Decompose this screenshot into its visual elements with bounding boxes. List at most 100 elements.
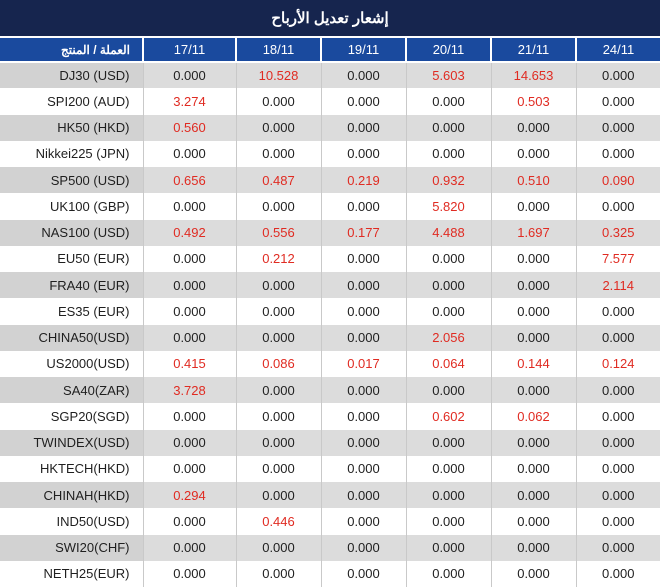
table-row: US2000(USD) 0.415 0.086 0.017 0.064 0.144 0.12… — [0, 350, 660, 377]
value-cell: 0.510 — [491, 167, 577, 194]
value-cell: 0.000 — [321, 508, 407, 535]
product-label: FRA40 (EUR) — [0, 272, 144, 299]
value-cell: 0.000 — [321, 403, 407, 430]
value-cell: 0.000 — [321, 88, 407, 115]
table-row: IND50(USD) 0.000 0.446 0.000 0.000 0.000 0.000 — [0, 508, 660, 535]
product-label: ES35 (EUR) — [0, 298, 144, 325]
value-cell: 0.000 — [143, 324, 237, 351]
value-cell: 0.000 — [406, 272, 492, 299]
value-cell: 0.219 — [321, 167, 407, 194]
table-row: CHINAH(HKD) 0.294 0.000 0.000 0.000 0.000 0.00… — [0, 482, 660, 509]
value-cell: 0.000 — [576, 508, 660, 535]
value-cell: 0.000 — [321, 324, 407, 351]
value-cell: 0.000 — [576, 298, 660, 325]
value-cell: 3.274 — [143, 88, 237, 115]
value-cell: 0.000 — [143, 140, 237, 167]
table-row: SA40(ZAR) 3.728 0.000 0.000 0.000 0.000 0.000 — [0, 377, 660, 404]
value-cell: 0.000 — [406, 88, 492, 115]
column-header-date: 24/11 — [575, 38, 660, 63]
value-cell: 0.000 — [491, 508, 577, 535]
value-cell: 0.000 — [491, 298, 577, 325]
value-cell: 0.000 — [576, 62, 660, 89]
value-cell: 0.000 — [321, 114, 407, 141]
table-header: العملة / المنتج 17/11 18/11 19/11 20/11 … — [0, 38, 660, 63]
value-cell: 0.000 — [321, 429, 407, 456]
value-cell: 0.000 — [321, 272, 407, 299]
value-cell: 1.697 — [491, 219, 577, 246]
value-cell: 0.000 — [576, 193, 660, 220]
value-cell: 0.000 — [491, 324, 577, 351]
value-cell: 5.603 — [406, 62, 492, 89]
page-title: إشعار تعديل الأرباح — [271, 10, 389, 27]
value-cell: 0.000 — [143, 508, 237, 535]
value-cell: 0.000 — [406, 140, 492, 167]
value-cell: 0.000 — [321, 534, 407, 561]
value-cell: 0.000 — [143, 62, 237, 89]
value-cell: 0.000 — [576, 377, 660, 404]
value-cell: 0.000 — [321, 62, 407, 89]
value-cell: 0.090 — [576, 167, 660, 194]
value-cell: 0.000 — [236, 324, 322, 351]
value-cell: 0.000 — [576, 140, 660, 167]
value-cell: 0.000 — [491, 377, 577, 404]
value-cell: 0.000 — [491, 482, 577, 509]
value-cell: 0.000 — [236, 534, 322, 561]
table-row: SP500 (USD) 0.656 0.487 0.219 0.932 0.510 0.09… — [0, 167, 660, 194]
value-cell: 0.446 — [236, 508, 322, 535]
product-label: CHINA50(USD) — [0, 324, 144, 351]
table-row: Nikkei225 (JPN) 0.000 0.000 0.000 0.000 0.000… — [0, 140, 660, 167]
value-cell: 0.000 — [576, 88, 660, 115]
value-cell: 0.000 — [576, 114, 660, 141]
value-cell: 0.000 — [491, 455, 577, 482]
value-cell: 4.488 — [406, 219, 492, 246]
value-cell: 0.000 — [143, 272, 237, 299]
value-cell: 0.560 — [143, 114, 237, 141]
value-cell: 0.000 — [491, 429, 577, 456]
product-label: IND50(USD) — [0, 508, 144, 535]
value-cell: 0.000 — [143, 429, 237, 456]
value-cell: 0.000 — [576, 429, 660, 456]
value-cell: 0.000 — [143, 245, 237, 272]
value-cell: 0.086 — [236, 350, 322, 377]
value-cell: 0.000 — [406, 429, 492, 456]
value-cell: 2.114 — [576, 272, 660, 299]
value-cell: 0.000 — [406, 114, 492, 141]
value-cell: 0.000 — [406, 560, 492, 587]
table-row: HKTECH(HKD) 0.000 0.000 0.000 0.000 0.000 0.00… — [0, 455, 660, 482]
product-label: UK100 (GBP) — [0, 193, 144, 220]
value-cell: 0.602 — [406, 403, 492, 430]
value-cell: 0.000 — [576, 560, 660, 587]
value-cell: 0.000 — [406, 377, 492, 404]
value-cell: 10.528 — [236, 62, 322, 89]
table-row: HK50 (HKD) 0.560 0.000 0.000 0.000 0.000 0.000 — [0, 114, 660, 141]
value-cell: 0.000 — [406, 508, 492, 535]
value-cell: 0.000 — [576, 482, 660, 509]
value-cell: 0.000 — [406, 455, 492, 482]
value-cell: 0.017 — [321, 350, 407, 377]
value-cell: 0.000 — [321, 245, 407, 272]
value-cell: 0.932 — [406, 167, 492, 194]
product-label: US2000(USD) — [0, 350, 144, 377]
value-cell: 0.000 — [143, 193, 237, 220]
value-cell: 0.000 — [491, 193, 577, 220]
product-label: DJ30 (USD) — [0, 62, 144, 89]
table-row: NAS100 (USD) 0.492 0.556 0.177 4.488 1.697 0.3… — [0, 219, 660, 246]
value-cell: 0.000 — [491, 560, 577, 587]
value-cell: 7.577 — [576, 245, 660, 272]
value-cell: 0.000 — [491, 114, 577, 141]
table-row: NETH25(EUR) 0.000 0.000 0.000 0.000 0.000 0.00… — [0, 560, 660, 587]
table-row: SWI20(CHF) 0.000 0.000 0.000 0.000 0.000 0.000 — [0, 534, 660, 561]
value-cell: 0.062 — [491, 403, 577, 430]
value-cell: 0.000 — [321, 377, 407, 404]
value-cell: 0.000 — [406, 482, 492, 509]
value-cell: 0.000 — [236, 114, 322, 141]
column-header-date: 18/11 — [235, 38, 321, 63]
value-cell: 0.000 — [491, 245, 577, 272]
value-cell: 0.000 — [406, 245, 492, 272]
value-cell: 0.487 — [236, 167, 322, 194]
product-label: HK50 (HKD) — [0, 114, 144, 141]
product-label: SP500 (USD) — [0, 167, 144, 194]
value-cell: 0.000 — [236, 403, 322, 430]
value-cell: 0.000 — [576, 324, 660, 351]
value-cell: 0.492 — [143, 219, 237, 246]
